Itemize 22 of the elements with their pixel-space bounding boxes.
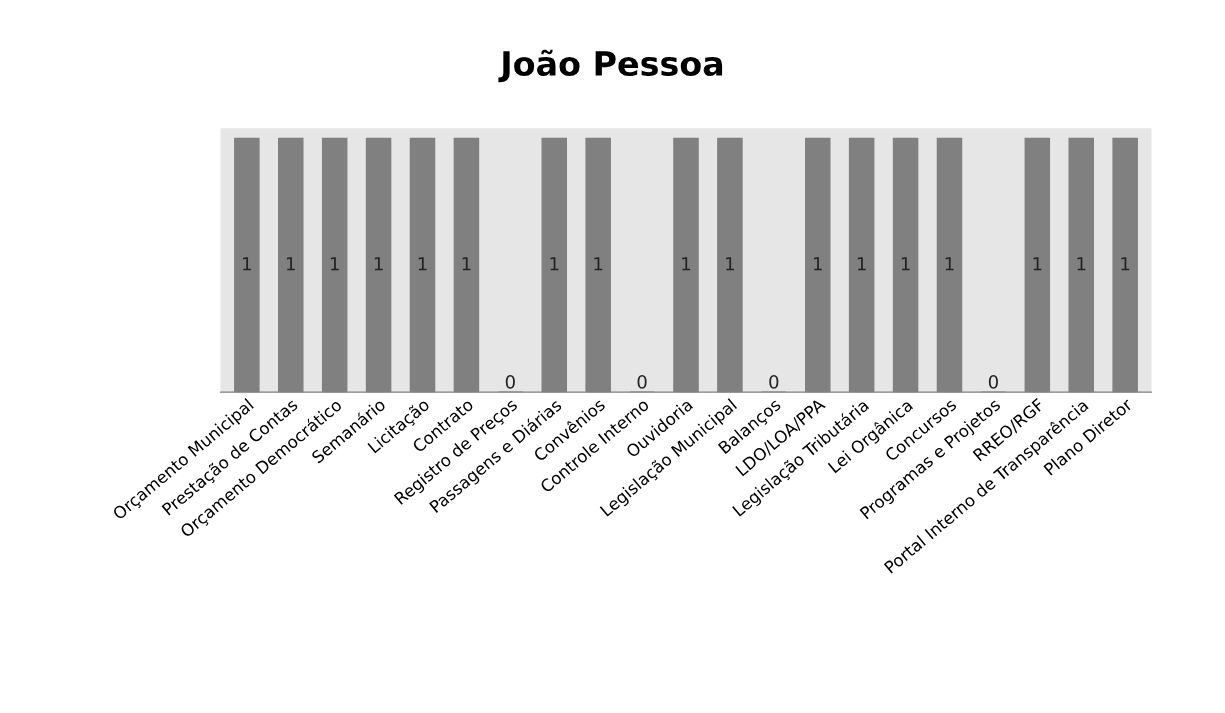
data-label: 1 — [813, 257, 822, 271]
data-label: 1 — [901, 257, 910, 271]
data-label: 1 — [1077, 257, 1086, 271]
data-label: 0 — [505, 374, 515, 389]
data-label: 1 — [287, 257, 295, 271]
chart-title: João Pessoa — [498, 49, 723, 83]
data-label: 0 — [988, 374, 998, 389]
data-label: 1 — [1121, 257, 1130, 271]
data-label: 1 — [418, 257, 427, 271]
data-label: 1 — [594, 257, 603, 271]
data-label: 1 — [243, 257, 251, 271]
data-label: 0 — [769, 374, 779, 389]
data-label: 1 — [374, 257, 383, 271]
data-label: 1 — [462, 257, 471, 271]
data-label: 1 — [1033, 257, 1042, 271]
data-label: 1 — [945, 257, 954, 271]
data-label: 1 — [330, 257, 339, 271]
data-label: 1 — [550, 257, 559, 271]
data-label: 1 — [726, 257, 734, 271]
data-label: 1 — [857, 257, 866, 271]
data-label: 1 — [682, 257, 691, 271]
data-label: 0 — [637, 374, 647, 389]
